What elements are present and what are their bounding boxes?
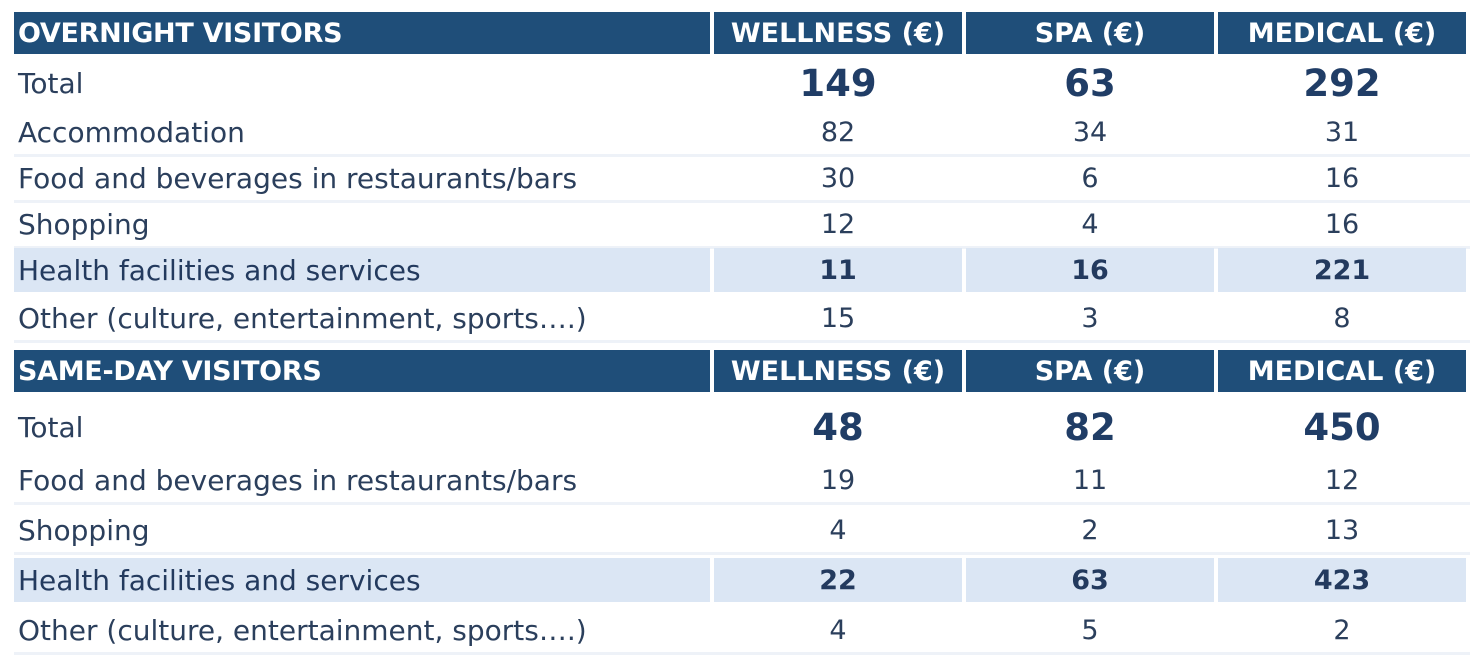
cell-value: 16 (966, 248, 1214, 292)
table-row: Other (culture, entertainment, sports….)… (14, 296, 1466, 340)
column-header: WELLNESS (€) (714, 12, 962, 54)
cell-value: 4 (829, 514, 847, 546)
cell-value: 11 (1072, 464, 1108, 496)
cell-value: 34 (1072, 116, 1108, 148)
column-header: SPA (€) (966, 12, 1214, 54)
cell-value: 2 (1081, 514, 1099, 546)
row-label: Shopping (18, 513, 150, 547)
cell-value: 221 (1218, 248, 1466, 292)
cell-value: 8 (1333, 302, 1351, 334)
row-label: Shopping (18, 207, 150, 241)
table-row: Shopping 12 4 16 (14, 202, 1466, 246)
row-separator (14, 340, 1470, 343)
total-value: 82 (1064, 405, 1116, 449)
cell-value: 63 (966, 558, 1214, 602)
cell-value: 31 (1324, 116, 1360, 148)
row-label: Total (18, 410, 84, 444)
row-label: Accommodation (18, 115, 245, 149)
table-row: Food and beverages in restaurants/bars 19… (14, 458, 1466, 502)
cell-value: 22 (714, 558, 962, 602)
table-row: Other (culture, entertainment, sports….)… (14, 608, 1466, 652)
row-separator (14, 652, 1470, 655)
column-header: MEDICAL (€) (1218, 350, 1466, 392)
total-row: Total 48 82 450 (14, 400, 1466, 454)
cell-value: 6 (1081, 162, 1099, 194)
row-separator (14, 154, 1470, 157)
cell-value: 12 (820, 208, 856, 240)
column-header: WELLNESS (€) (714, 350, 962, 392)
row-label: Health facilities and services (14, 248, 710, 292)
row-separator (14, 502, 1470, 505)
column-header: MEDICAL (€) (1218, 12, 1466, 54)
row-separator (14, 552, 1470, 555)
section-header-row: SAME-DAY VISITORS WELLNESS (€) SPA (€) MEDI… (14, 350, 1466, 392)
row-label: Health facilities and services (14, 558, 710, 602)
cell-value: 16 (1324, 162, 1360, 194)
total-row: Total 149 63 292 (14, 58, 1466, 108)
row-separator (14, 246, 1470, 249)
total-value: 450 (1303, 405, 1381, 449)
cell-value: 13 (1324, 514, 1360, 546)
row-label: Food and beverages in restaurants/bars (18, 161, 578, 195)
cell-value: 3 (1081, 302, 1099, 334)
cell-value: 15 (820, 302, 856, 334)
table-row: Food and beverages in restaurants/bars 30… (14, 156, 1466, 200)
cell-value: 423 (1218, 558, 1466, 602)
cell-value: 82 (820, 116, 856, 148)
cell-value: 12 (1324, 464, 1360, 496)
cell-value: 4 (1081, 208, 1099, 240)
row-label: Total (18, 66, 84, 100)
cell-value: 16 (1324, 208, 1360, 240)
row-separator (14, 200, 1470, 203)
cell-value: 2 (1333, 614, 1351, 646)
cell-value: 30 (820, 162, 856, 194)
table-row: Accommodation 82 34 31 (14, 110, 1466, 154)
section-heading: OVERNIGHT VISITORS (14, 12, 710, 54)
total-value: 149 (799, 61, 877, 105)
row-label: Food and beverages in restaurants/bars (18, 463, 578, 497)
row-label: Other (culture, entertainment, sports….) (18, 613, 587, 647)
cell-value: 11 (714, 248, 962, 292)
table-row: Health facilities and services 22 63 423 (14, 558, 1466, 602)
column-header: SPA (€) (966, 350, 1214, 392)
section-header-row: OVERNIGHT VISITORS WELLNESS (€) SPA (€) MED… (14, 12, 1466, 54)
total-value: 292 (1303, 61, 1381, 105)
cell-value: 4 (829, 614, 847, 646)
row-label: Other (culture, entertainment, sports….) (18, 301, 587, 335)
total-value: 63 (1064, 61, 1116, 105)
table-row: Health facilities and services 11 16 221 (14, 248, 1466, 292)
section-heading: SAME-DAY VISITORS (14, 350, 710, 392)
table-row: Shopping 4 2 13 (14, 508, 1466, 552)
cell-value: 19 (820, 464, 856, 496)
cell-value: 5 (1081, 614, 1099, 646)
total-value: 48 (812, 405, 864, 449)
